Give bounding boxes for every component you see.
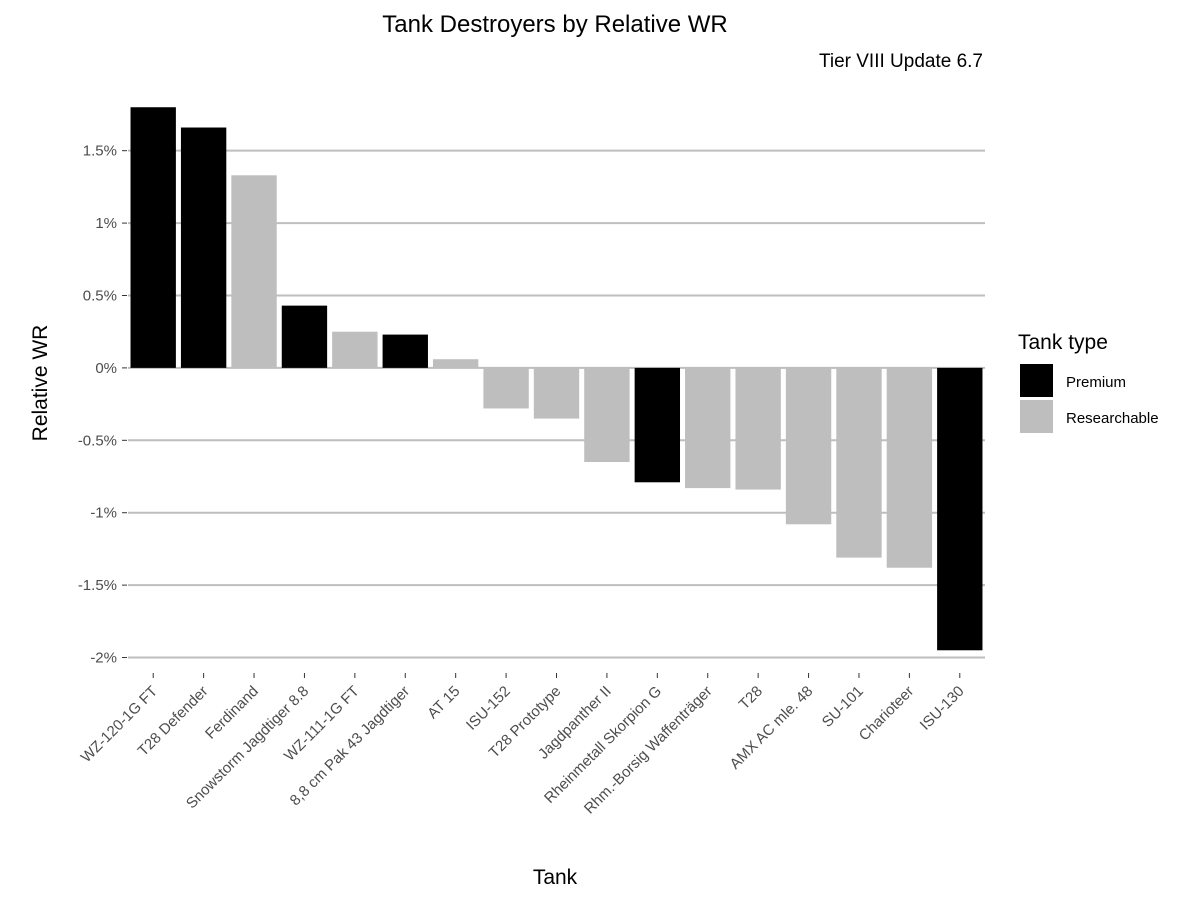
bar-t28-prototype — [533, 367, 580, 419]
bar-isu-152 — [483, 367, 529, 409]
y-tick-label: -1.5% — [78, 577, 117, 594]
y-tick-label: -2% — [90, 650, 117, 667]
bar-amx-ac-mle-48 — [785, 367, 832, 525]
bar-ferdinand — [231, 175, 277, 368]
chart-subtitle: Tier VIII Update 6.7 — [819, 51, 983, 72]
x-tick-label: ISU-152 — [463, 683, 514, 734]
legend-title: Tank type — [1018, 331, 1108, 354]
bar-rhm-borsig-waffentr-ger — [685, 367, 731, 489]
legend-swatch-premium — [1020, 364, 1053, 397]
x-tick-label: AT 15 — [424, 683, 463, 722]
x-tick-label: T28 — [736, 683, 766, 713]
bar-wz-111-1g-ft — [332, 331, 378, 368]
legend-label-researchable: Researchable — [1066, 410, 1159, 427]
y-tick-label: 0.5% — [83, 287, 117, 304]
bar-wz-120-1g-ft — [130, 107, 176, 368]
x-tick-label: ISU-130 — [917, 683, 968, 734]
bar-snowstorm-jagdtiger-8-8 — [281, 305, 328, 368]
bar-t28-defender — [180, 127, 227, 368]
legend: Tank type Premium Researchable — [1018, 331, 1159, 433]
chart-title: Tank Destroyers by Relative WR — [382, 11, 727, 38]
bar-at-15 — [432, 359, 479, 368]
y-tick-label: 1% — [95, 215, 117, 232]
bar-rheinmetall-skorpion-g — [634, 367, 681, 483]
bar-su-101 — [836, 367, 882, 558]
bar-charioteer — [886, 367, 933, 568]
legend-label-premium: Premium — [1066, 374, 1126, 391]
y-tick-label: 0% — [95, 360, 117, 377]
y-tick-label: -1% — [90, 505, 117, 522]
y-axis-ticks: 1.5% 1% 0.5% 0% -0.5% -1% -1.5% -2% — [78, 143, 127, 667]
x-tick-label: Charioteer — [856, 683, 918, 745]
x-tick-label: SU-101 — [819, 683, 867, 731]
bar-isu-130 — [937, 367, 983, 651]
bar-jagdpanther-ii — [584, 367, 630, 463]
y-tick-label: 1.5% — [83, 143, 117, 160]
bars — [130, 107, 983, 651]
y-tick-label: -0.5% — [78, 432, 117, 449]
x-axis-title: Tank — [533, 866, 578, 889]
bar-8-8-cm-pak-43-jagdtiger — [382, 334, 428, 368]
bar-t28 — [735, 367, 781, 490]
y-axis-title: Relative WR — [29, 325, 52, 442]
legend-swatch-researchable — [1020, 400, 1053, 433]
